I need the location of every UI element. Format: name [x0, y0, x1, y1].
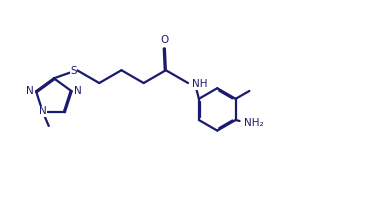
Text: N: N: [74, 86, 82, 96]
Text: N: N: [26, 86, 34, 96]
Text: NH: NH: [192, 79, 208, 89]
Text: S: S: [70, 66, 77, 76]
Text: N: N: [39, 106, 47, 116]
Text: NH₂: NH₂: [244, 118, 264, 128]
Text: O: O: [161, 35, 169, 45]
